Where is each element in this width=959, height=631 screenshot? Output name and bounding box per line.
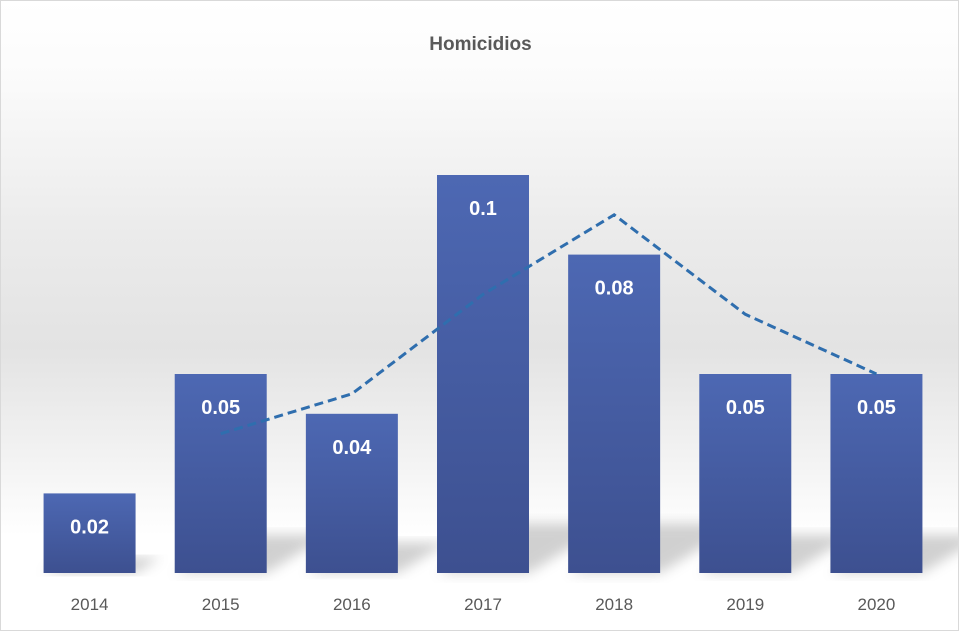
bar-2019: [699, 374, 792, 573]
data-label-2018: 0.08: [595, 278, 634, 300]
x-tick-label-2016: 2016: [333, 595, 371, 614]
bar-2015: [174, 374, 267, 573]
data-label-2016: 0.04: [332, 437, 372, 459]
data-label-2014: 0.02: [70, 516, 109, 538]
bar-2016: [305, 413, 398, 573]
data-label-2015: 0.05: [201, 397, 240, 419]
x-tick-label-2019: 2019: [726, 595, 764, 614]
x-tick-label-2015: 2015: [202, 595, 240, 614]
x-tick-label-2020: 2020: [858, 595, 896, 614]
bar-2018: [568, 254, 661, 573]
chart-title: Homicidios: [429, 34, 532, 55]
bar-2017: [437, 175, 529, 573]
bar-2014: [43, 493, 136, 573]
bar-2020: [830, 374, 923, 573]
data-label-2017: 0.1: [469, 198, 497, 220]
x-tick-label-2017: 2017: [464, 595, 502, 614]
x-tick-label-2018: 2018: [595, 595, 633, 614]
x-tick-label-2014: 2014: [71, 595, 109, 614]
data-label-2020: 0.05: [857, 397, 896, 419]
data-label-2019: 0.05: [726, 397, 765, 419]
trend-line: [220, 212, 878, 436]
